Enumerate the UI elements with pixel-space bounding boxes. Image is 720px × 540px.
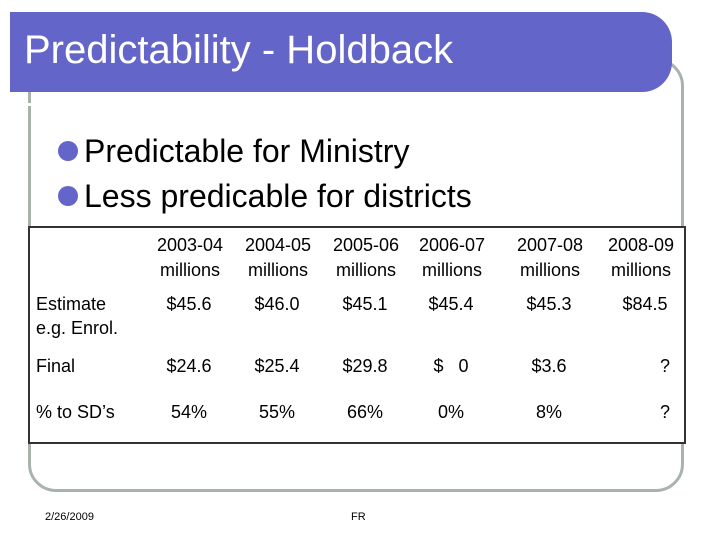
table-cell: $84.5 xyxy=(622,294,668,314)
table-cell: $45.3 xyxy=(526,294,572,314)
table-cell: ? xyxy=(659,356,670,376)
table-cell: $ 0 xyxy=(433,356,469,376)
bullet-dot-icon xyxy=(58,186,78,206)
holdback-table: 2003-04 millions 2004-05 millions 2005-0… xyxy=(28,226,686,444)
slide-title: Predictability - Holdback xyxy=(24,28,454,72)
table-cell: $24.6 xyxy=(166,356,212,376)
table-cell: $29.8 xyxy=(342,356,388,376)
column-header-2005-06: 2005-06 millions xyxy=(320,233,412,283)
column-header-2003-04: 2003-04 millions xyxy=(144,233,236,283)
column-year: 2007-08 xyxy=(516,235,584,255)
row-label-estimate: Estimate e.g. Enrol. xyxy=(36,292,118,340)
table-cell: $25.4 xyxy=(254,356,300,376)
table-cell: $45.6 xyxy=(166,294,212,314)
column-unit: millions xyxy=(421,260,482,280)
column-year: 2005-06 xyxy=(332,235,400,255)
column-year: 2008-09 xyxy=(607,235,675,255)
column-year: 2006-07 xyxy=(418,235,486,255)
row-label-line: e.g. Enrol. xyxy=(36,318,119,338)
title-bar xyxy=(10,12,672,106)
table-cell: 55% xyxy=(258,402,296,422)
bullet-item-1: Predictable for Ministry xyxy=(58,133,409,169)
table-cell: 0% xyxy=(437,402,464,422)
column-unit: millions xyxy=(247,260,308,280)
footer-date: 2/26/2009 xyxy=(45,511,94,523)
table-cell: 8% xyxy=(535,402,562,422)
bullet-item-2: Less predicable for districts xyxy=(58,178,472,214)
column-header-2007-08: 2007-08 millions xyxy=(504,233,596,283)
row-label-percent-to-sd: % to SD’s xyxy=(36,402,115,422)
column-year: 2004-05 xyxy=(244,235,312,255)
table-cell: $45.1 xyxy=(342,294,388,314)
column-unit: millions xyxy=(335,260,396,280)
table-cell: 66% xyxy=(346,402,384,422)
column-unit: millions xyxy=(159,260,220,280)
bullet-dot-icon xyxy=(58,141,78,161)
table-cell: ? xyxy=(659,402,670,422)
table-cell: 54% xyxy=(170,402,208,422)
title-underline xyxy=(10,103,650,106)
column-year: 2003-04 xyxy=(156,235,224,255)
column-header-2004-05: 2004-05 millions xyxy=(232,233,324,283)
column-unit: millions xyxy=(610,260,671,280)
table-cell: $45.4 xyxy=(428,294,474,314)
row-label-line: Estimate xyxy=(36,294,107,314)
column-header-2006-07: 2006-07 millions xyxy=(406,233,498,283)
column-header-2008-09: 2008-09 millions xyxy=(595,233,687,283)
table-cell: $3.6 xyxy=(531,356,567,376)
bullet-text: Less predicable for districts xyxy=(84,177,472,214)
column-unit: millions xyxy=(519,260,580,280)
row-label-final: Final xyxy=(36,356,76,376)
table-cell: $46.0 xyxy=(254,294,300,314)
footer-center-text: FR xyxy=(351,511,366,523)
bullet-text: Predictable for Ministry xyxy=(84,132,410,169)
